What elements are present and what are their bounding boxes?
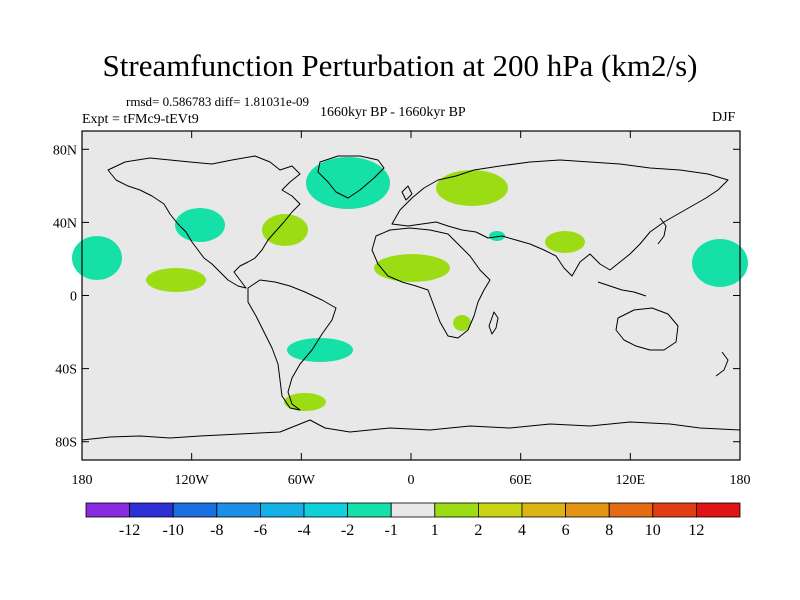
x-tick-label: 60E (509, 473, 532, 488)
colorbar-swatch (434, 502, 479, 518)
anomaly-westafrica-positive (374, 254, 450, 282)
colorbar-label: 10 (645, 522, 661, 539)
coastlines (81, 155, 741, 441)
x-axis: 180 120W 60W 0 60E 120E 180 (72, 131, 751, 488)
x-tick-label: 60W (288, 473, 316, 488)
colorbar: -12 -10 -8 -6 -4 -2 -1 1 2 4 6 8 10 12 (85, 502, 741, 539)
colorbar-swatch (652, 502, 697, 518)
colorbar-label: -12 (119, 522, 140, 539)
x-tick-label: 180 (72, 473, 93, 488)
coast-newzealand (715, 351, 729, 377)
anomaly-india-positive (545, 231, 585, 253)
period-label: 1660kyr BP - 1660kyr BP (320, 105, 466, 120)
anomaly-northpacific-negative (175, 208, 225, 242)
colorbar-swatch (172, 502, 218, 518)
anomaly-dateline-negative (72, 236, 122, 280)
coast-eurasia (391, 159, 729, 277)
y-tick-label: 80S (55, 436, 77, 451)
colorbar-label: 2 (474, 522, 482, 539)
y-axis: 80N 40N 0 40S 80S (53, 143, 740, 451)
x-tick-label: 180 (730, 473, 751, 488)
x-tick-label: 120W (175, 473, 210, 488)
plot-title: Streamfunction Perturbation at 200 hPa (… (102, 48, 698, 83)
colorbar-swatch (347, 502, 392, 518)
stats-label: rmsd= 0.586783 diff= 1.81031e-09 (126, 94, 310, 109)
colorbar-swatch (390, 502, 436, 518)
x-tick-label: 120E (616, 473, 646, 488)
coast-greenland (317, 155, 385, 199)
anomaly-mideast-negative (489, 231, 505, 241)
anomaly-westpacific-negative (692, 239, 748, 287)
x-tick-label: 0 (408, 473, 415, 488)
colorbar-swatch (565, 502, 610, 518)
y-tick-label: 80N (53, 143, 77, 158)
y-tick-label: 40S (55, 363, 77, 378)
coast-madagascar (488, 311, 499, 335)
colorbar-swatch (129, 502, 174, 518)
season-label: DJF (712, 110, 736, 125)
colorbar-swatch (477, 502, 523, 518)
colorbar-label: 12 (688, 522, 704, 539)
colorbar-label: -2 (341, 522, 354, 539)
anomaly-southernafrica-positive (453, 315, 471, 331)
coast-antarctica (81, 419, 741, 441)
colorbar-swatch (608, 502, 654, 518)
colorbar-swatch (216, 502, 261, 518)
anomaly-shading (72, 157, 748, 411)
anomaly-greenland-negative (306, 157, 390, 209)
anomaly-europe-positive (436, 170, 508, 206)
colorbar-label: -4 (297, 522, 310, 539)
colorbar-label: -8 (210, 522, 223, 539)
colorbar-label: 6 (562, 522, 570, 539)
coast-south-america (247, 279, 337, 411)
colorbar-label: -1 (385, 522, 398, 539)
coast-uk (401, 185, 413, 201)
colorbar-swatch (85, 502, 130, 518)
anomaly-southamerica-positive (284, 393, 326, 411)
colorbar-label: -10 (163, 522, 184, 539)
coast-africa (371, 227, 491, 339)
coast-indonesia (597, 281, 647, 297)
colorbar-swatch (696, 502, 741, 518)
colorbar-label: 8 (605, 522, 613, 539)
coast-australia (615, 307, 679, 351)
anomaly-southatlantic-negative (287, 338, 353, 362)
anomaly-eastpacific-positive (146, 268, 206, 292)
colorbar-swatch (521, 502, 566, 518)
anomaly-eastusa-positive (262, 214, 308, 246)
experiment-label: Expt = tFMc9-tEVt9 (82, 112, 199, 127)
coast-japan (657, 217, 667, 245)
y-tick-label: 0 (70, 290, 77, 305)
map-background (82, 131, 740, 460)
coast-north-america (107, 155, 301, 289)
colorbar-label: 4 (518, 522, 526, 539)
colorbar-label: -6 (254, 522, 267, 539)
colorbar-swatch (303, 502, 348, 518)
y-tick-label: 40N (53, 216, 77, 231)
colorbar-swatch (259, 502, 305, 518)
colorbar-label: 1 (431, 522, 439, 539)
